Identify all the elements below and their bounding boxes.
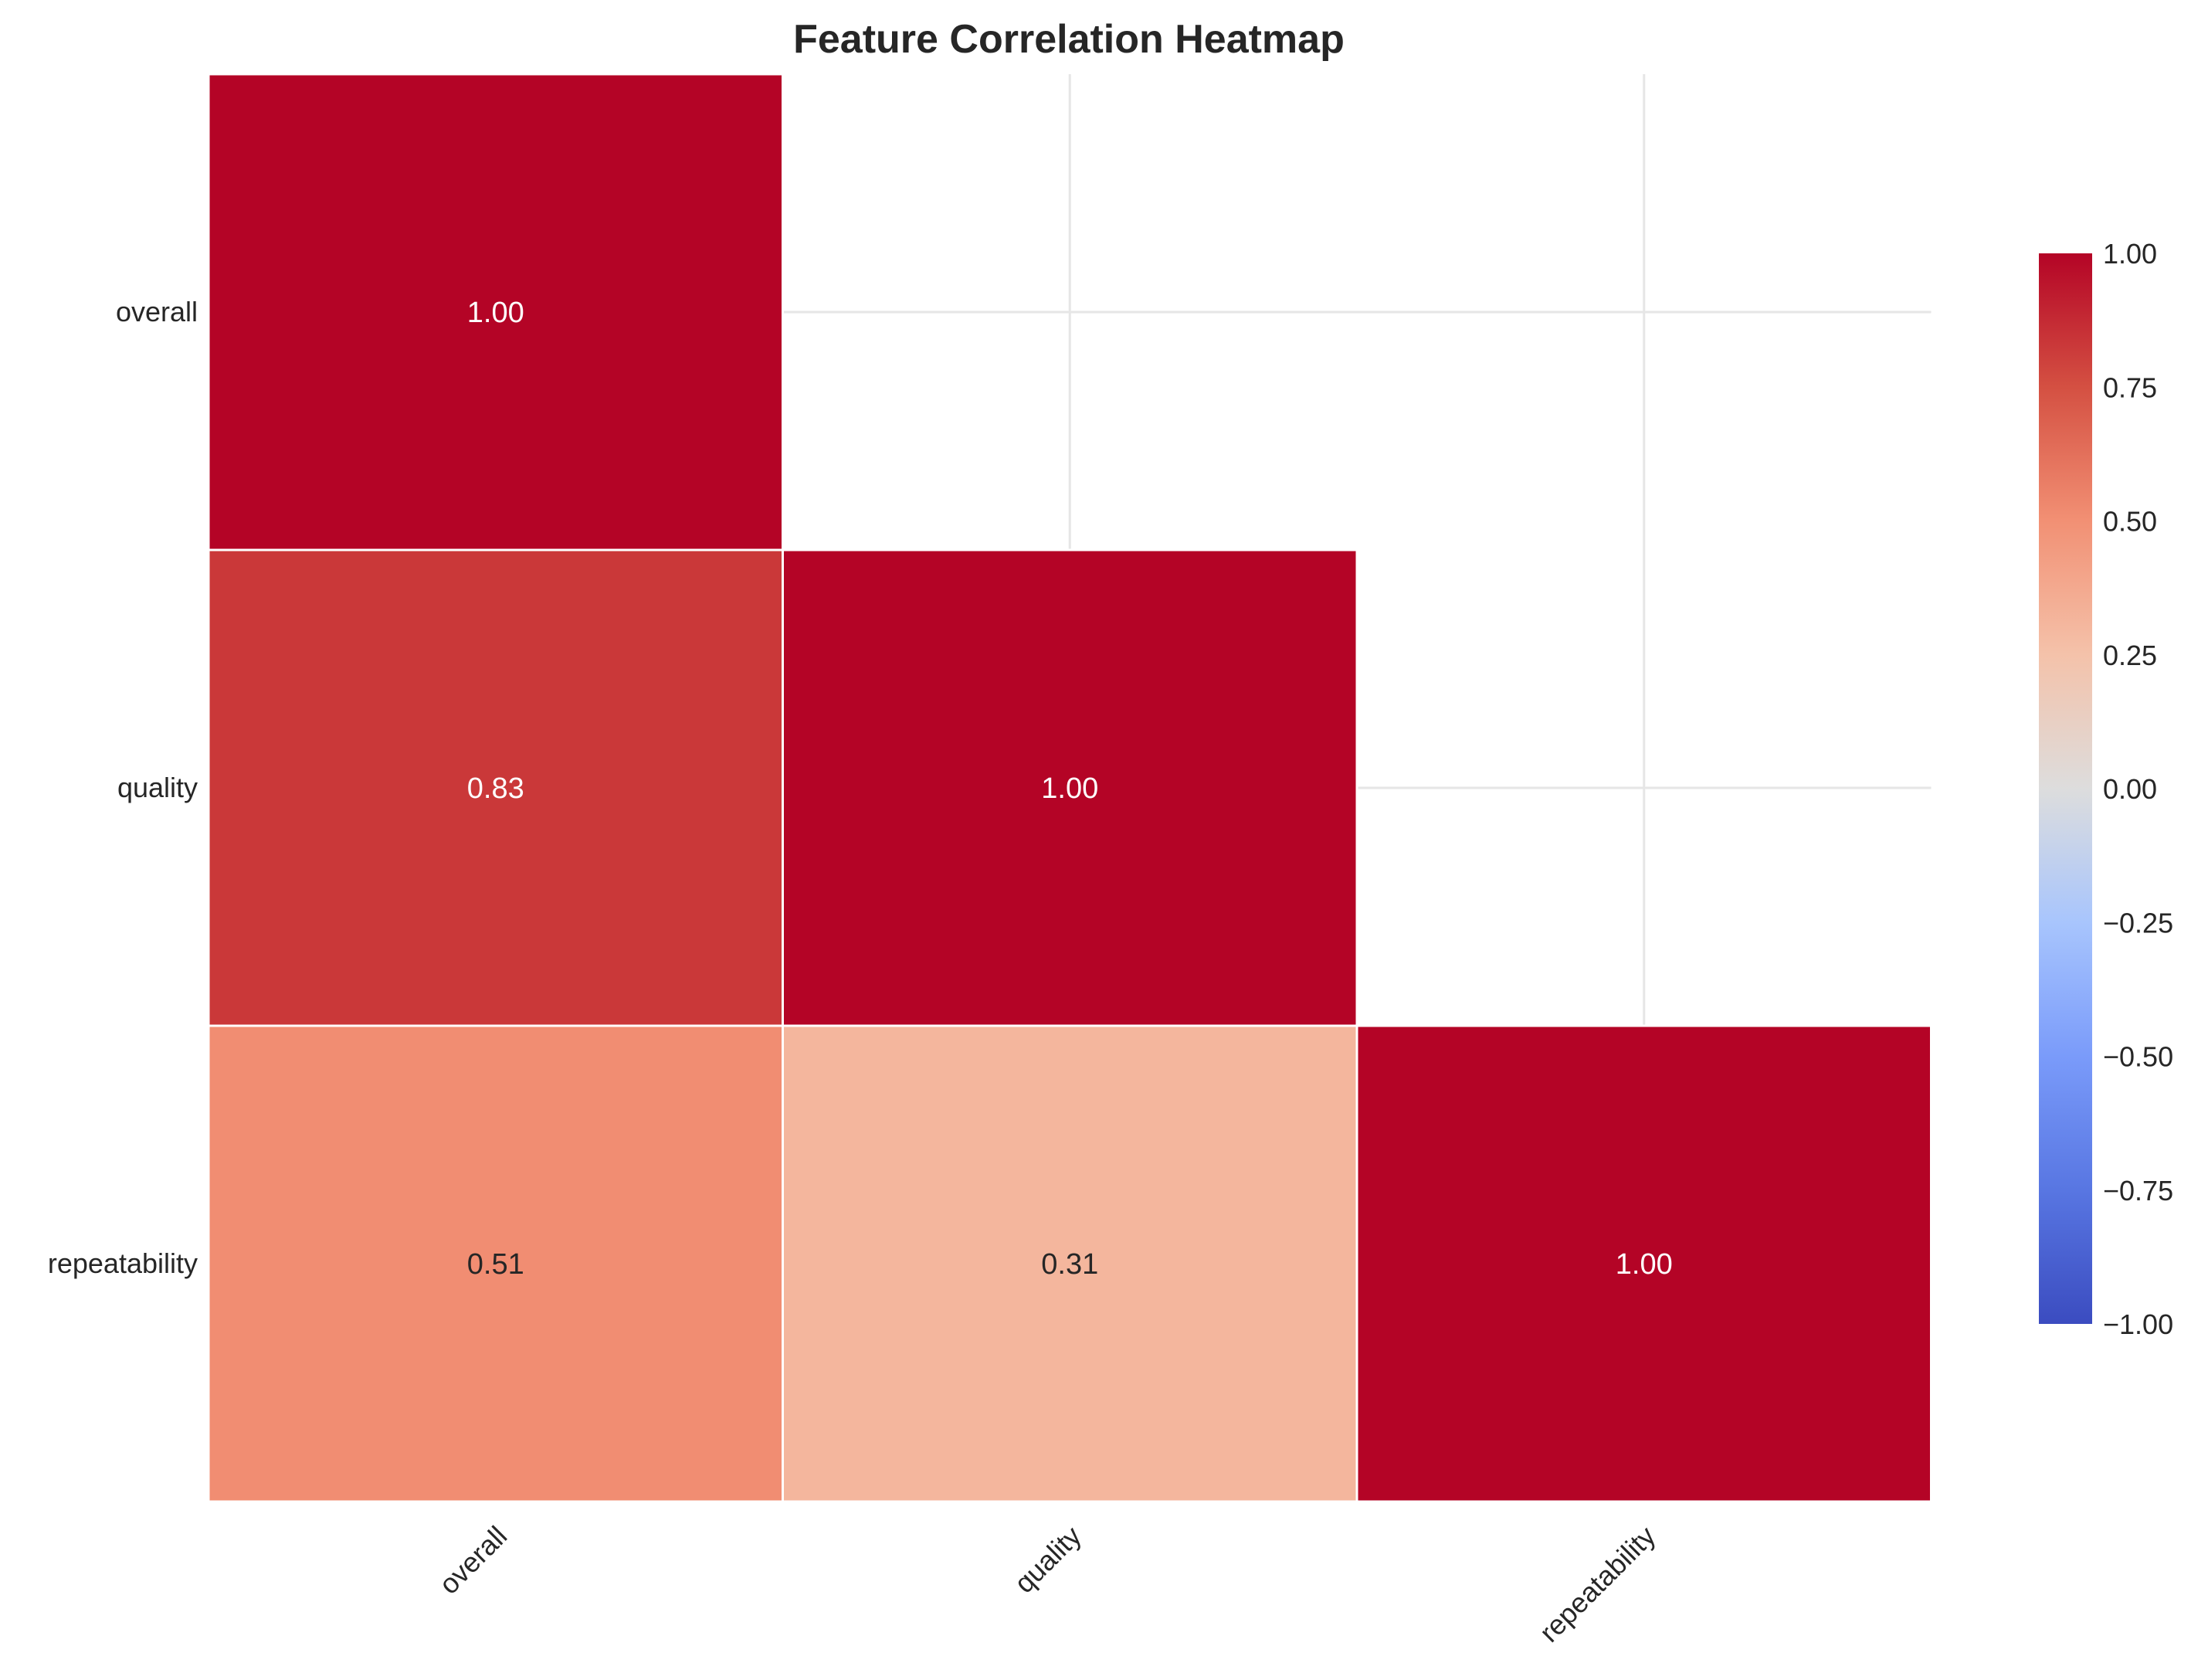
colorbar-tick-label: 0.50 — [2103, 506, 2157, 538]
colorbar-tick-label: 1.00 — [2103, 238, 2157, 270]
x-tick-labels: overall quality repeatability — [432, 1520, 1661, 1648]
y-tick-labels: overall quality repeatability — [48, 296, 198, 1279]
colorbar-tick-label: −0.25 — [2103, 907, 2173, 938]
heatmap-cells: 1.00 0.83 1.00 0.51 0.31 1.00 — [207, 73, 1932, 1503]
cell-value-label: 1.00 — [1041, 772, 1098, 805]
heatmap-cell — [1355, 1024, 1932, 1503]
cell-value-label: 0.51 — [467, 1248, 524, 1281]
cell-value-label: 0.31 — [1041, 1248, 1098, 1281]
colorbar-tick-label: 0.75 — [2103, 372, 2157, 403]
colorbar-tick-label: 0.00 — [2103, 773, 2157, 805]
cell-value-label: 1.00 — [1616, 1248, 1673, 1281]
heatmap-cell — [782, 548, 1358, 1027]
y-tick-label: repeatability — [48, 1247, 198, 1279]
x-tick-label: repeatability — [1533, 1520, 1661, 1648]
y-tick-label: overall — [116, 296, 198, 328]
cell-value-label: 0.83 — [467, 772, 524, 805]
colorbar-tick-label: −0.50 — [2103, 1041, 2173, 1073]
heatmap-cell — [207, 548, 784, 1027]
y-tick-label: quality — [117, 772, 198, 803]
colorbar-tick-label: −1.00 — [2103, 1308, 2173, 1340]
heatmap-cell — [207, 1024, 784, 1503]
colorbar-tick-label: −0.75 — [2103, 1175, 2173, 1207]
x-tick-label: overall — [432, 1520, 513, 1600]
colorbar-gradient — [2039, 253, 2092, 1324]
cell-value-label: 1.00 — [467, 297, 524, 329]
chart-title: Feature Correlation Heatmap — [793, 17, 1345, 62]
heatmap-cell — [207, 73, 784, 552]
colorbar: 1.00 0.75 0.50 0.25 0.00 −0.25 −0.50 −0.75 −1.00 — [2039, 238, 2173, 1340]
x-tick-label: quality — [1008, 1520, 1087, 1600]
colorbar-tick-label: 0.25 — [2103, 640, 2157, 671]
